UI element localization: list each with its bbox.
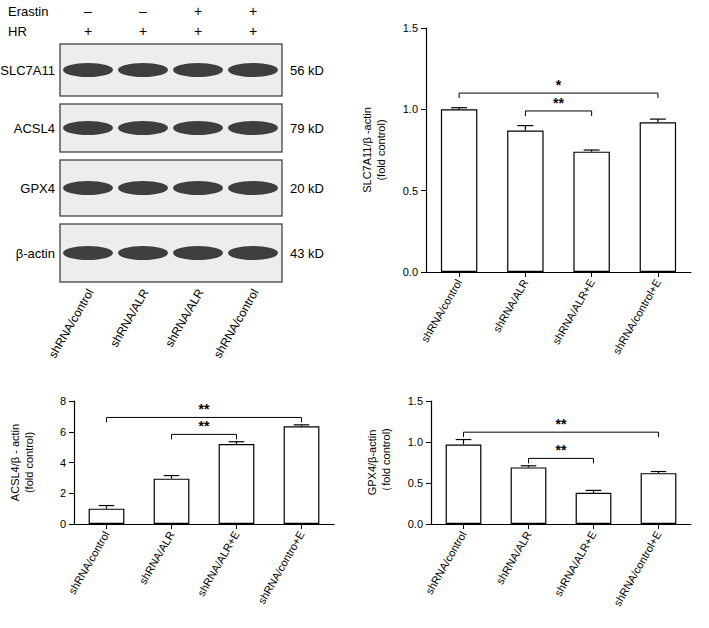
svg-text:shRNA/control: shRNA/control [211, 287, 262, 361]
svg-text:shRNA/control: shRNA/control [419, 277, 465, 344]
svg-text:shRNA/control+E: shRNA/control+E [610, 277, 663, 356]
svg-text:shRNA/control: shRNA/control [423, 529, 469, 596]
svg-text:**: ** [556, 416, 567, 432]
svg-text:–: – [84, 3, 92, 19]
svg-text:56 kD: 56 kD [290, 63, 324, 78]
svg-text:（fold control): （fold control) [380, 428, 392, 496]
svg-text:shRNA/ALR+E: shRNA/ALR+E [550, 277, 597, 346]
svg-text:1.0: 1.0 [408, 436, 423, 448]
svg-text:shRNA/ALR: shRNA/ALR [107, 286, 152, 349]
svg-text:shRNA/ALR: shRNA/ALR [494, 529, 534, 586]
svg-text:0: 0 [60, 518, 66, 530]
svg-text:shRNA/control+E: shRNA/control+E [611, 529, 664, 608]
svg-text:(fold control): (fold control) [375, 119, 387, 180]
svg-text:+: + [194, 3, 202, 19]
svg-text:shRNA/ALR+E: shRNA/ALR+E [195, 529, 242, 598]
svg-text:ACSL4: ACSL4 [14, 121, 55, 136]
svg-text:GPX4/β-actin: GPX4/β-actin [366, 430, 378, 496]
svg-text:shRNA/control: shRNA/control [46, 287, 97, 361]
svg-text:+: + [139, 23, 147, 39]
svg-text:0.5: 0.5 [408, 477, 423, 489]
svg-text:**: ** [556, 442, 567, 458]
svg-text:shRNA/ALR: shRNA/ALR [491, 277, 531, 334]
svg-text:SLC7A11/β -actin: SLC7A11/β -actin [361, 107, 373, 193]
svg-text:8: 8 [60, 395, 66, 407]
svg-text:**: ** [199, 401, 210, 417]
svg-text:*: * [556, 77, 562, 93]
svg-text:shRNA/ALR+E: shRNA/ALR+E [552, 529, 599, 598]
svg-text:+: + [249, 3, 257, 19]
svg-text:–: – [139, 3, 147, 19]
svg-text:0.0: 0.0 [403, 266, 418, 278]
svg-text:1.0: 1.0 [403, 103, 418, 115]
svg-text:HR: HR [8, 24, 27, 39]
svg-text:4: 4 [60, 457, 66, 469]
svg-text:shRNA/ALR: shRNA/ALR [162, 286, 207, 349]
svg-text:6: 6 [60, 426, 66, 438]
svg-text:**: ** [553, 95, 564, 111]
svg-text:+: + [249, 23, 257, 39]
svg-text:GPX4: GPX4 [20, 181, 55, 196]
svg-text:43 kD: 43 kD [290, 246, 324, 261]
svg-text:shRNA/ALR: shRNA/ALR [137, 529, 177, 586]
svg-text:**: ** [199, 418, 210, 434]
svg-text:2: 2 [60, 487, 66, 499]
svg-text:+: + [84, 23, 92, 39]
svg-text:ACSL4/β - actin: ACSL4/β - actin [9, 424, 21, 501]
svg-text:1.5: 1.5 [408, 395, 423, 407]
svg-text:shRNA/contro+E: shRNA/contro+E [255, 529, 306, 606]
svg-text:0.0: 0.0 [408, 518, 423, 530]
svg-text:20 kD: 20 kD [290, 181, 324, 196]
svg-text:β-actin: β-actin [16, 246, 55, 261]
svg-text:(fold control): (fold control) [23, 432, 35, 493]
svg-text:79 kD: 79 kD [290, 121, 324, 136]
svg-text:Erastin: Erastin [8, 4, 48, 19]
svg-text:shRNA/control: shRNA/control [66, 529, 112, 596]
svg-text:+: + [194, 23, 202, 39]
svg-text:SLC7A11: SLC7A11 [0, 63, 55, 78]
svg-text:1.5: 1.5 [403, 22, 418, 34]
svg-text:0.5: 0.5 [403, 185, 418, 197]
